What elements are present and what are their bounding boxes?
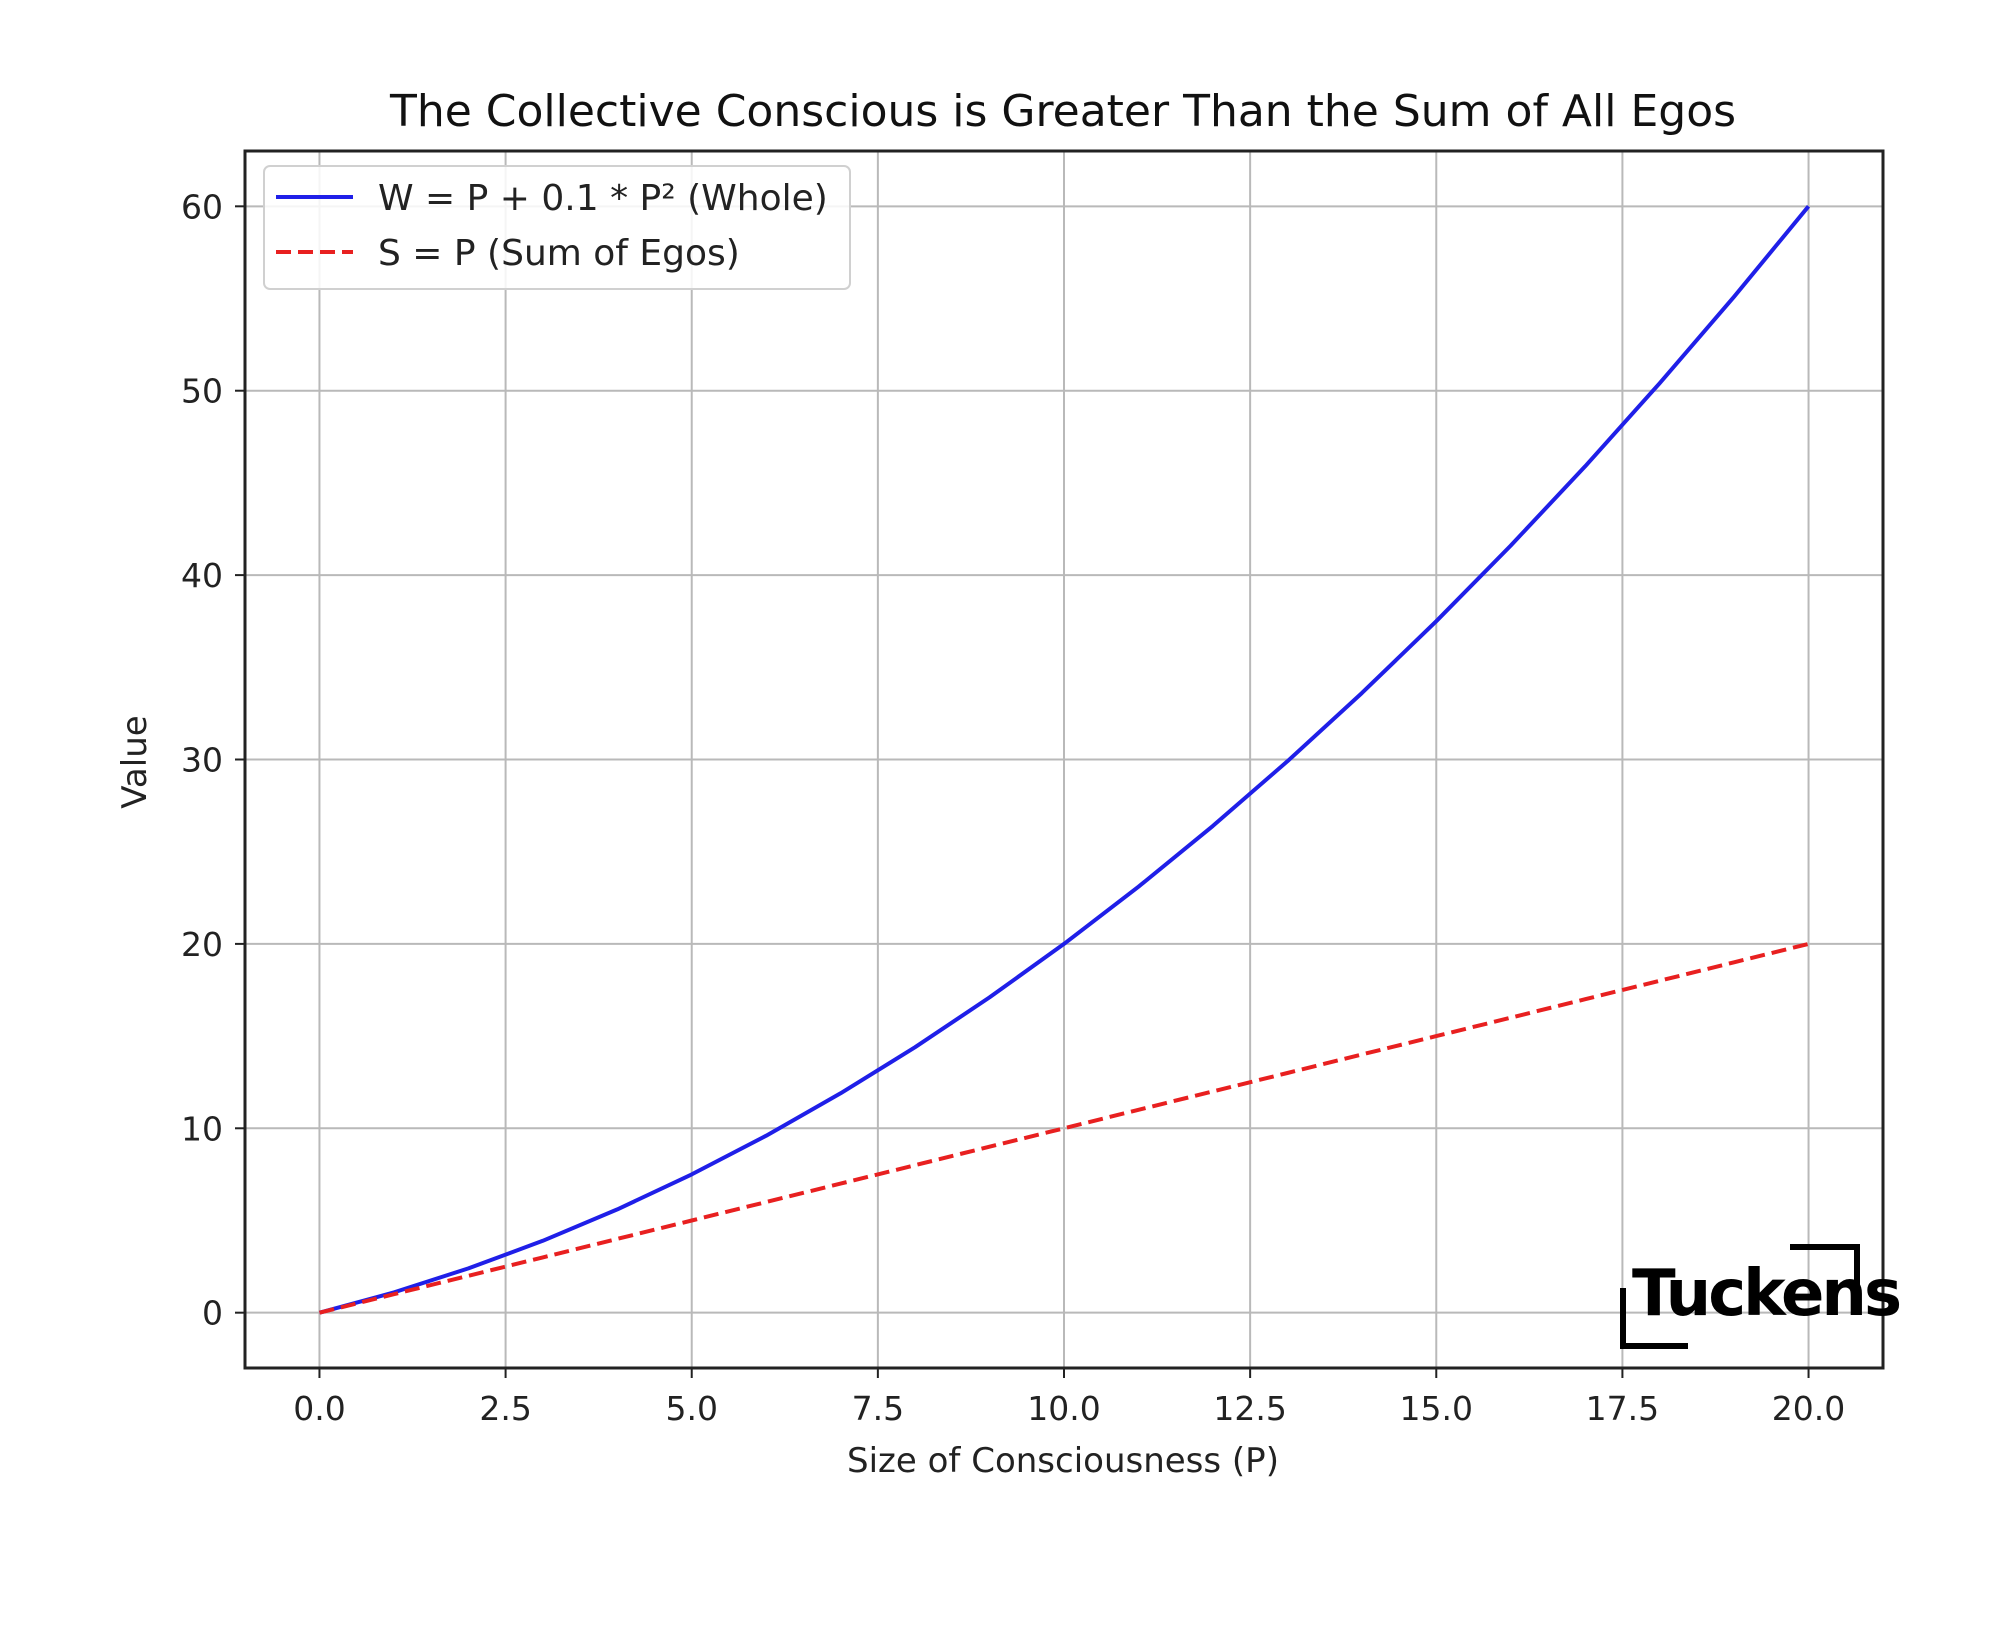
x-tick-label-5: 12.5: [1213, 1389, 1286, 1428]
y-tick-label-2: 20: [181, 925, 223, 964]
chart-title: The Collective Conscious is Greater Than…: [389, 86, 1736, 137]
tuckens-logo: Tuckens: [1620, 1244, 1903, 1349]
legend-label-sum-of-egos: S = P (Sum of Egos): [378, 233, 740, 274]
series-line-sum-of-egos: [319, 941, 1809, 1315]
legend-label-whole: W = P + 0.1 * P² (Whole): [378, 178, 828, 219]
axis-ticks: 0.0 2.5 5.0 7.5 10.0 12.5 15.0 17.5 20.0 0 10 20 30 4…: [181, 187, 1845, 1428]
y-axis-label: Value: [115, 715, 155, 808]
x-tick-label-8: 20.0: [1772, 1389, 1845, 1428]
grid: [245, 151, 1883, 1368]
y-tick-label-3: 30: [181, 741, 223, 780]
y-tick-label-6: 60: [181, 187, 223, 226]
y-tick-label-5: 50: [181, 372, 223, 411]
x-tick-label-1: 2.5: [479, 1389, 531, 1428]
y-tick-label-0: 0: [202, 1294, 223, 1333]
x-tick-label-4: 10.0: [1027, 1389, 1100, 1428]
x-tick-label-2: 5.0: [665, 1389, 717, 1428]
logo-text: Tuckens: [1632, 1257, 1900, 1331]
x-tick-label-7: 17.5: [1586, 1389, 1659, 1428]
logo-bracket-top-right: [1790, 1244, 1860, 1313]
legend: W = P + 0.1 * P² (Whole) S = P (Sum of E…: [263, 165, 851, 290]
logo-bracket-bottom-left: [1620, 1288, 1688, 1349]
series-line-whole: [318, 205, 1811, 1315]
series-lines: [318, 205, 1811, 1315]
legend-box: [263, 165, 851, 290]
y-tick-label-4: 40: [181, 556, 223, 595]
x-tick-label-3: 7.5: [852, 1389, 904, 1428]
x-tick-label-0: 0.0: [293, 1389, 345, 1428]
x-tick-label-6: 15.0: [1400, 1389, 1473, 1428]
x-axis-label: Size of Consciousness (P): [847, 1441, 1279, 1481]
y-tick-label-1: 10: [181, 1109, 223, 1148]
